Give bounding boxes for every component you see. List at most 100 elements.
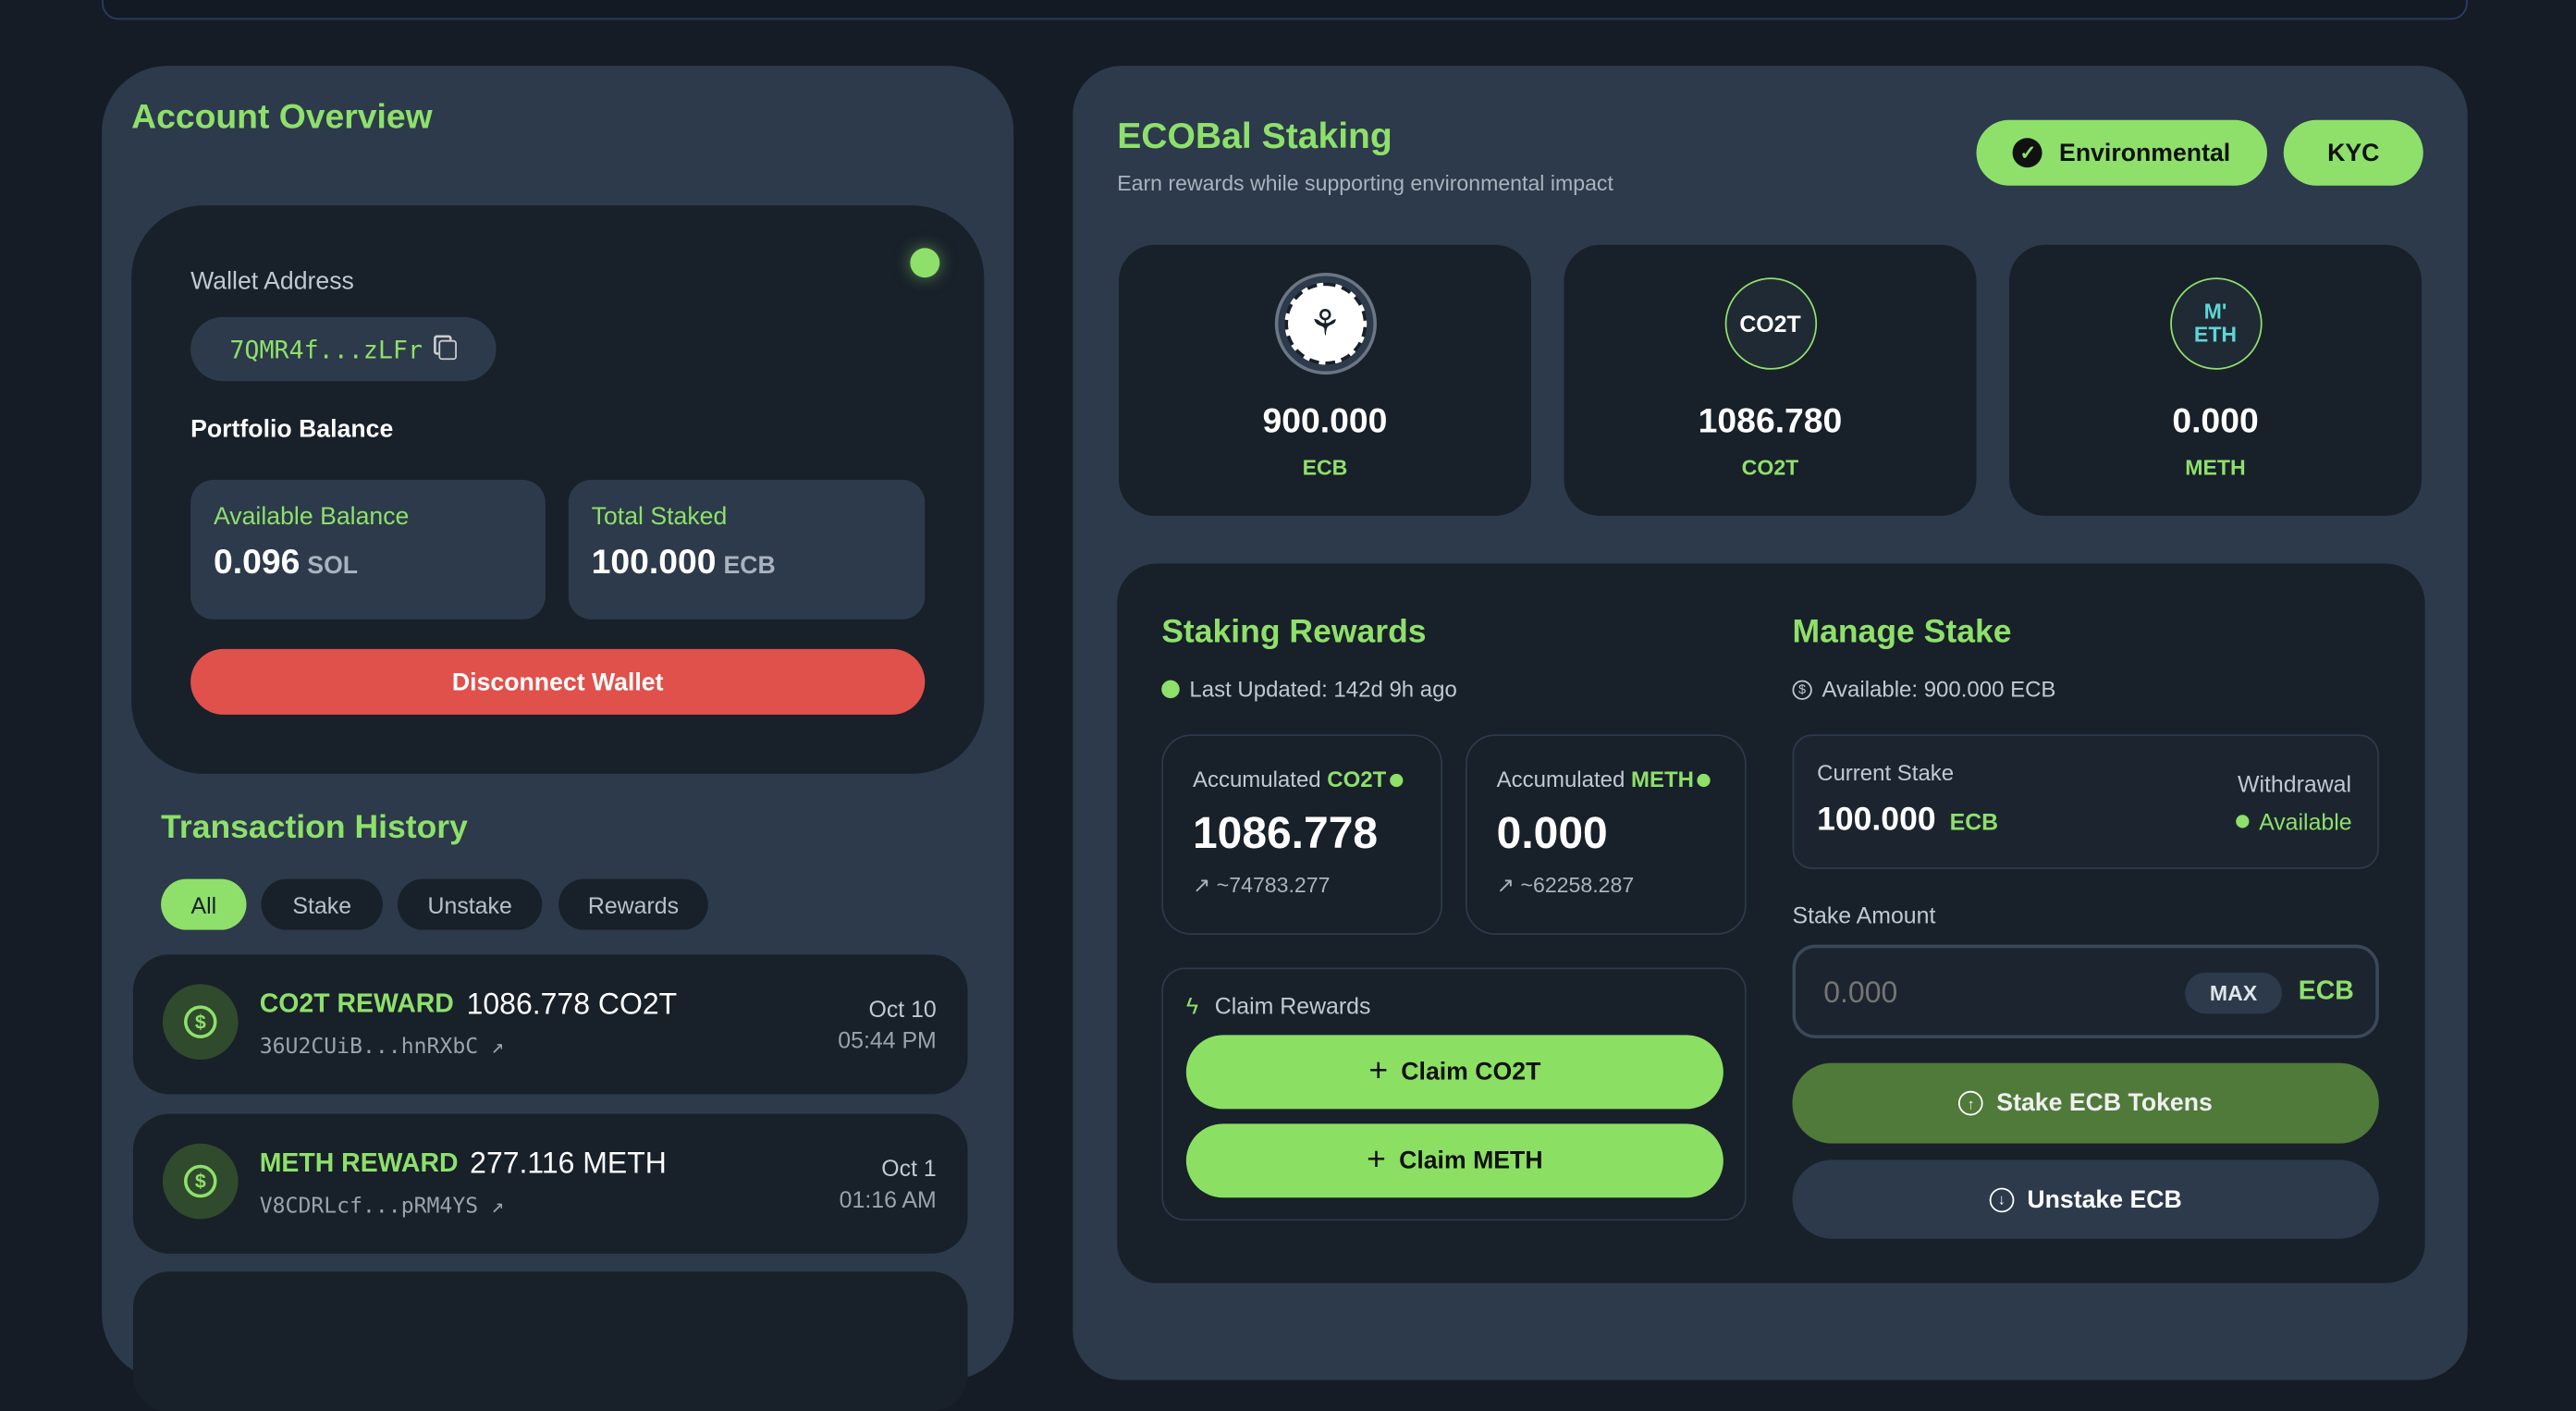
staked-unit: ECB xyxy=(723,552,776,581)
transaction-time: 05:44 PM xyxy=(838,1026,937,1053)
disconnect-wallet-button[interactable]: Disconnect Wallet xyxy=(190,648,926,715)
ecb-logo-icon: ⚘ xyxy=(1273,272,1377,375)
transaction-date: Oct 10 xyxy=(868,995,937,1023)
stake-amount-input[interactable] xyxy=(1823,969,2169,1016)
manage-stake-title: Manage Stake xyxy=(1792,614,2012,651)
transaction-type: METH REWARD xyxy=(259,1149,459,1178)
current-stake-value: 100.000 xyxy=(1817,802,1936,839)
badge-kyc[interactable]: KYC xyxy=(2283,119,2423,186)
claim-co2t-label: Claim CO2T xyxy=(1401,1058,1541,1086)
history-title: Transaction History xyxy=(161,809,468,847)
transaction-type: CO2T REWARD xyxy=(259,990,454,1019)
account-title: Account Overview xyxy=(131,98,433,137)
withdrawal-label: Withdrawal xyxy=(2238,770,2352,797)
status-dot-icon xyxy=(2236,815,2250,828)
token-card-meth: M' ETH 0.000 METH xyxy=(2009,244,2423,516)
lightning-icon: ϟ xyxy=(1185,992,1199,1019)
current-stake-label: Current Stake xyxy=(1817,760,1955,786)
external-link-icon[interactable]: ↗ xyxy=(491,1035,504,1061)
dollar-icon: $ xyxy=(162,984,239,1061)
available-label: Available Balance xyxy=(213,502,410,531)
transaction-hash-link[interactable]: 36U2CUiB...hnRXbC ↗ xyxy=(260,1035,504,1060)
max-button[interactable]: MAX xyxy=(2185,972,2282,1014)
available-balance-box: Available Balance 0.096 SOL xyxy=(190,479,546,620)
transaction-hash-link[interactable]: V8CDRLcf...pRM4YS ↗ xyxy=(260,1195,504,1220)
stake-unit: ECB xyxy=(2298,977,2354,1006)
staking-title: ECOBal Staking xyxy=(1117,115,1392,156)
clock-icon xyxy=(1161,680,1180,699)
accumulated-label: Accumulated xyxy=(1192,767,1328,792)
plus-icon: + xyxy=(1368,1052,1389,1090)
stake-ecb-label: Stake ECB Tokens xyxy=(1996,1089,2213,1118)
filter-stake[interactable]: Stake xyxy=(261,878,383,930)
rewards-title: Staking Rewards xyxy=(1161,614,1427,651)
token-balance: 900.000 xyxy=(1262,402,1388,441)
top-bar xyxy=(102,0,2468,20)
badge-environmental[interactable]: ✓ Environmental xyxy=(1976,119,2267,186)
available-value: 0.096 xyxy=(213,544,301,582)
transaction-amount: 1086.778 CO2T xyxy=(466,987,678,1021)
current-stake: 100.000 ECB xyxy=(1817,802,1998,840)
live-dot-icon xyxy=(1389,772,1404,787)
live-dot-icon xyxy=(1697,772,1711,787)
transaction-amount: 277.116 METH xyxy=(470,1147,667,1180)
transaction-row[interactable] xyxy=(132,1271,968,1411)
transaction-hash: V8CDRLcf...pRM4YS xyxy=(259,1194,479,1220)
token-symbol: METH xyxy=(2185,455,2246,480)
transaction-date: Oct 1 xyxy=(881,1155,937,1182)
transaction-row[interactable] xyxy=(132,1113,968,1254)
filter-unstake[interactable]: Unstake xyxy=(397,878,543,930)
arrow-down-circle-icon: ↓ xyxy=(1989,1186,2015,1212)
accumulated-label: Accumulated xyxy=(1496,767,1632,792)
token-balance: 0.000 xyxy=(2172,402,2259,441)
accumulated-box: Accumulated METH 0.000 ↗ ~62258.287 xyxy=(1465,734,1747,935)
withdrawal-status: Available xyxy=(2236,808,2352,835)
filter-all[interactable]: All xyxy=(161,878,247,930)
accumulated-box: Accumulated CO2T 1086.778 ↗ ~74783.277 xyxy=(1161,734,1443,935)
filter-rewards[interactable]: Rewards xyxy=(558,878,708,930)
available-unit: SOL xyxy=(307,552,359,581)
dollar-circle-icon: $ xyxy=(1792,679,1812,700)
accumulated-token: METH xyxy=(1631,767,1694,792)
transaction-time: 01:16 AM xyxy=(839,1185,937,1213)
external-link-icon[interactable]: ↗ xyxy=(491,1194,504,1220)
accumulated-estimate: ~62258.287 xyxy=(1520,872,1635,898)
unstake-ecb-button[interactable]: ↓ Unstake ECB xyxy=(1792,1159,2379,1239)
claim-rewards-header: ϟ Claim Rewards xyxy=(1186,992,1371,1018)
claim-meth-label: Claim METH xyxy=(1399,1147,1543,1175)
accumulated-value: 1086.778 xyxy=(1192,808,1379,858)
copy-icon[interactable] xyxy=(438,338,458,360)
accumulated-token: CO2T xyxy=(1327,767,1387,792)
token-card-ecb: ⚘ 900.000 ECB xyxy=(1119,244,1531,516)
wallet-address-label: Wallet Address xyxy=(190,267,354,296)
accumulated-estimate: ~74783.277 xyxy=(1216,872,1331,898)
wallet-address-pill[interactable]: 7QMR4f...zLFr xyxy=(190,316,497,382)
available-text: Available: 900.000 ECB xyxy=(1822,677,2056,702)
available-stake: $ Available: 900.000 ECB xyxy=(1792,677,2055,702)
token-card-co2t: CO2T 1086.780 CO2T xyxy=(1564,244,1977,516)
co2t-logo-icon: CO2T xyxy=(1723,277,1817,370)
arrow-up-circle-icon: ↑ xyxy=(1958,1090,1984,1116)
trend-up-icon: ↗ xyxy=(1496,872,1515,898)
transaction-hash: 36U2CUiB...hnRXbC xyxy=(259,1035,479,1061)
meth-logo-icon: M' ETH xyxy=(2169,277,2262,370)
token-symbol: ECB xyxy=(1302,455,1348,480)
last-updated: Last Updated: 142d 9h ago xyxy=(1161,677,1457,702)
withdrawal-status-text: Available xyxy=(2259,808,2352,835)
stake-ecb-button[interactable]: ↑ Stake ECB Tokens xyxy=(1792,1062,2379,1144)
wallet-address: 7QMR4f...zLFr xyxy=(229,334,423,364)
portfolio-label: Portfolio Balance xyxy=(190,415,394,444)
transaction-row[interactable] xyxy=(132,954,968,1095)
staked-label: Total Staked xyxy=(591,502,728,531)
staking-subtitle: Earn rewards while supporting environmen… xyxy=(1117,170,1613,196)
claim-co2t-button[interactable]: + Claim CO2T xyxy=(1185,1035,1723,1110)
check-circle-icon: ✓ xyxy=(2013,138,2043,168)
claim-rewards-box xyxy=(1161,967,1747,1221)
claim-meth-button[interactable]: + Claim METH xyxy=(1185,1123,1723,1198)
token-symbol: CO2T xyxy=(1741,455,1799,480)
stake-amount-label: Stake Amount xyxy=(1792,902,1936,928)
claim-rewards-title: Claim Rewards xyxy=(1214,992,1371,1019)
trend-up-icon: ↗ xyxy=(1192,872,1211,898)
badge-label: Environmental xyxy=(2059,139,2231,167)
dollar-icon: $ xyxy=(162,1143,239,1220)
